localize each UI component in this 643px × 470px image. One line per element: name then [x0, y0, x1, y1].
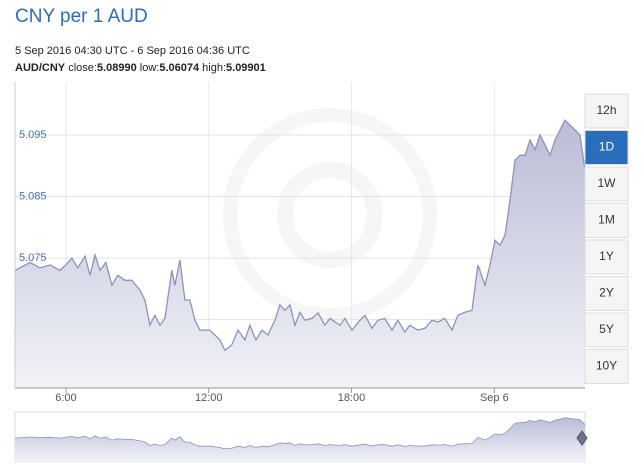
range-button[interactable]: 10Y — [584, 349, 629, 384]
range-button[interactable]: 2Y — [584, 276, 629, 311]
close-label: close: — [68, 62, 97, 74]
range-button[interactable]: 5Y — [584, 312, 629, 348]
chart-title: CNY per 1 AUD — [15, 6, 148, 27]
range-button-label: 1Y — [599, 249, 614, 263]
range-button-label: 1D — [599, 140, 615, 154]
date-range: 5 Sep 2016 04:30 UTC - 6 Sep 2016 04:36 … — [15, 45, 250, 57]
range-button-label: 1M — [598, 213, 615, 227]
range-button-label: 12h — [596, 103, 616, 117]
range-button-bg — [584, 93, 629, 129]
area — [15, 417, 585, 462]
range-button-label: 1W — [598, 176, 617, 190]
range-button[interactable]: 1D — [584, 130, 629, 165]
y-tick-label: 5.095 — [19, 129, 47, 141]
navigator-handle[interactable] — [576, 430, 588, 446]
range-button-bg — [584, 312, 629, 348]
range-button[interactable]: 1Y — [584, 239, 629, 275]
range-button[interactable]: 1M — [584, 203, 629, 238]
range-button-label: 2Y — [599, 286, 614, 300]
high-value: 5.09901 — [226, 62, 266, 74]
y-tick-label: 5.085 — [19, 190, 47, 202]
range-button[interactable]: 12h — [584, 93, 629, 129]
range-button-bg — [584, 349, 629, 384]
x-tick-label: Sep 6 — [480, 392, 509, 404]
range-button-bg — [584, 130, 629, 165]
range-button[interactable]: 1W — [584, 166, 629, 202]
range-button-bg — [584, 239, 629, 275]
x-tick-label: 18:00 — [338, 392, 366, 404]
summary: AUD/CNY close:5.08990 low:5.06074 high:5… — [15, 62, 266, 74]
line — [14, 119, 586, 352]
close-value: 5.08990 — [96, 62, 137, 74]
range-button-bg — [584, 166, 629, 202]
x-tick-label: 12:00 — [195, 392, 223, 404]
low-label: low: — [139, 62, 160, 74]
pair: AUD/CNY — [15, 62, 66, 74]
range-button-label: 10Y — [596, 359, 617, 373]
range-button-bg — [584, 276, 629, 311]
watermark — [223, 108, 437, 322]
high-label: high: — [202, 62, 227, 74]
y-tick-label: 5.075 — [19, 252, 47, 264]
range-button-label: 5Y — [599, 322, 614, 336]
low-value: 5.06074 — [159, 62, 200, 74]
x-tick-label: 6:00 — [55, 392, 76, 404]
range-button-bg — [584, 203, 629, 238]
line — [14, 417, 586, 450]
